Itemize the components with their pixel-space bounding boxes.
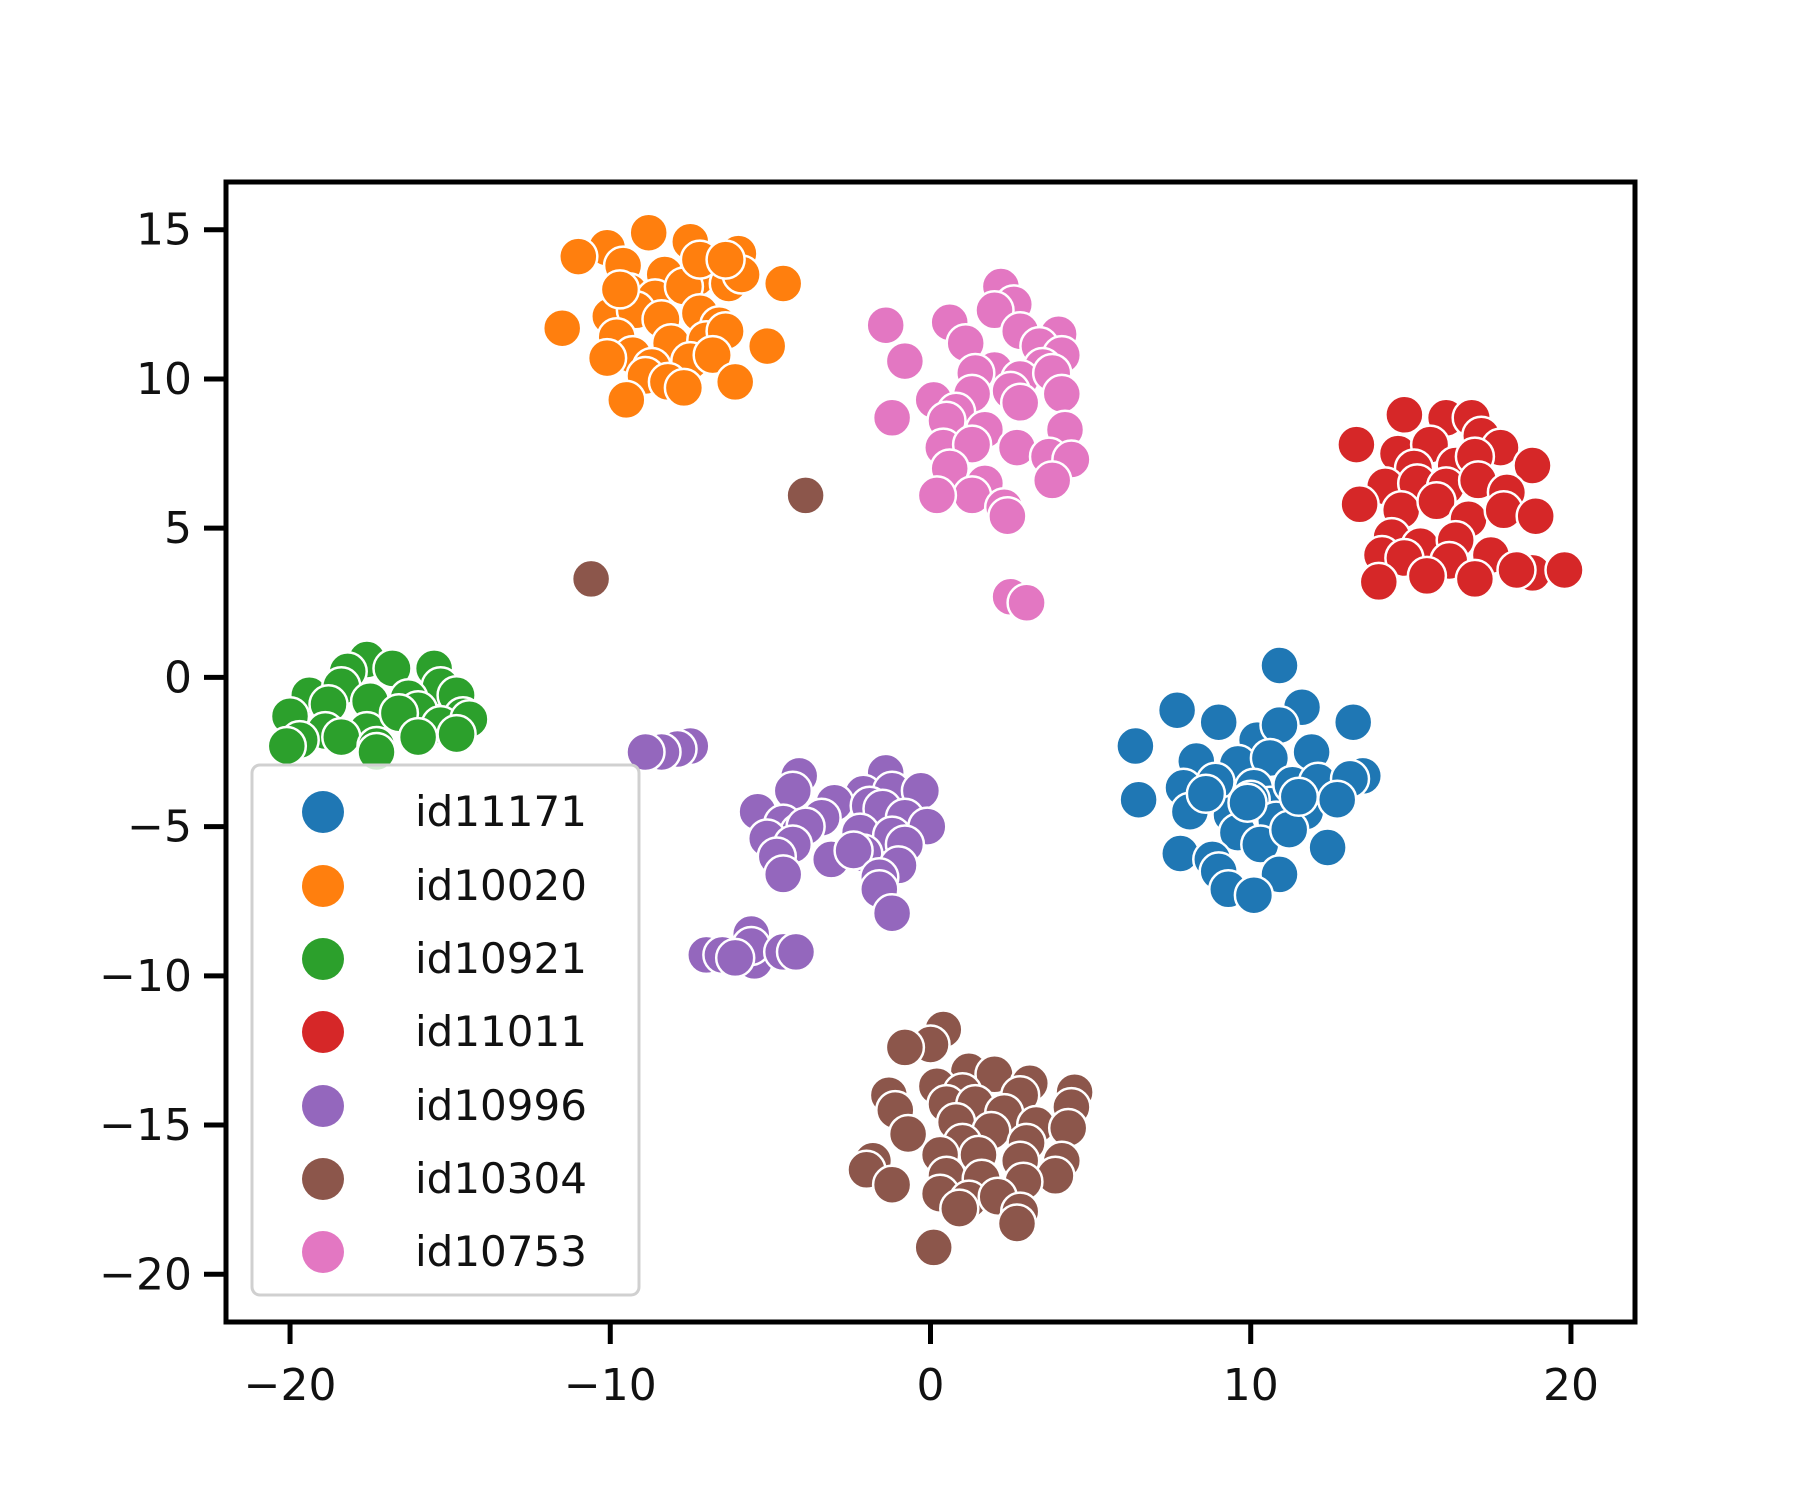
x-tick-label-3: 10	[1223, 1360, 1279, 1411]
point-id10753-22	[871, 397, 913, 439]
legend: id11171 id10020 id10921 id11011 id10996 …	[250, 763, 641, 1297]
x-tick-label-0: −20	[244, 1360, 337, 1411]
point-id10020-28	[692, 334, 733, 376]
y-tick-label-3: 0	[164, 652, 192, 703]
y-tick-label-5: −10	[99, 951, 192, 1002]
x-tick-label-1: −10	[564, 1360, 657, 1411]
point-id11011-0	[1384, 394, 1425, 436]
y-tick-label-4: −5	[127, 802, 192, 853]
point-id10304-34	[871, 1164, 913, 1205]
point-id11171-30	[1307, 827, 1348, 868]
point-id10020-33	[606, 379, 647, 421]
point-id10304-42	[913, 1227, 954, 1268]
y-tick-label-1: 10	[136, 354, 192, 405]
point-id11171-39	[1278, 776, 1320, 818]
point-id10020-19	[541, 307, 583, 349]
point-id10753-4	[865, 304, 906, 346]
point-id11011-34	[1454, 558, 1496, 600]
legend-marker-id10996	[302, 1085, 344, 1127]
point-id10304-1	[570, 558, 612, 600]
point-id10304-22	[887, 1113, 929, 1155]
point-id10996-28	[833, 830, 874, 871]
x-tick-label-4: 20	[1543, 1360, 1599, 1411]
point-id11011-17	[1339, 484, 1380, 525]
point-id10753-10	[884, 340, 926, 382]
point-id11171-0	[1259, 645, 1300, 686]
point-id11171-26	[1316, 779, 1358, 820]
x-tick-label-2: 0	[917, 1360, 945, 1411]
point-id10020-5	[558, 236, 599, 277]
y-tick-label-2: 5	[164, 503, 192, 554]
legend-marker-id10921	[302, 938, 344, 980]
point-id10020-32	[714, 361, 756, 403]
legend-marker-id10753	[302, 1231, 344, 1273]
legend-label-id10921: id10921	[415, 934, 587, 983]
axis-ticks: −20 −10 0 10 20 15 10 5 0 −5 −10 −15 −20	[99, 205, 1599, 1411]
point-id10996-40	[775, 931, 817, 973]
point-id10020-29	[586, 337, 628, 379]
legend-label-id11171: id11171	[415, 787, 587, 836]
legend-label-id11011: id11011	[415, 1007, 587, 1056]
point-id10753-17	[1041, 373, 1083, 415]
point-id11011-3	[1336, 424, 1377, 465]
point-id10921-22	[397, 716, 439, 758]
point-id11171-20	[1118, 779, 1159, 820]
point-id10753-32	[1031, 460, 1073, 501]
point-id11011-31	[1544, 549, 1585, 591]
point-id11171-7	[1115, 725, 1156, 767]
point-id11011-33	[1406, 555, 1448, 597]
y-tick-label-6: −15	[99, 1100, 192, 1151]
point-id10020-34	[663, 367, 705, 409]
point-id11171-36	[1233, 874, 1275, 916]
point-id10753-35	[916, 475, 958, 516]
point-id10304-41	[996, 1203, 1038, 1244]
point-id10996-3	[625, 731, 666, 773]
point-id10753-39	[1006, 582, 1047, 624]
point-id10753-20	[999, 382, 1041, 424]
legend-marker-id11011	[302, 1011, 344, 1053]
legend-marker-id11171	[302, 791, 344, 833]
data-points	[266, 212, 1585, 1268]
y-tick-label-0: 15	[136, 205, 192, 256]
point-id11011-11	[1512, 445, 1553, 486]
point-id11011-22	[1515, 495, 1556, 537]
legend-label-id10753: id10753	[415, 1227, 587, 1276]
point-id10304-38	[939, 1188, 980, 1229]
legend-box	[250, 763, 641, 1297]
point-id10020-35	[599, 269, 641, 310]
point-id10020-37	[705, 239, 746, 280]
point-id10921-24	[266, 725, 308, 767]
point-id10996-41	[714, 937, 756, 979]
point-id11011-19	[1416, 481, 1457, 522]
point-id11171-4	[1198, 701, 1239, 743]
legend-marker-id10020	[302, 865, 344, 907]
point-id10996-30	[762, 854, 804, 895]
point-id10020-24	[746, 325, 788, 367]
legend-marker-id10304	[302, 1158, 344, 1200]
legend-label-id10020: id10020	[415, 861, 587, 910]
point-id10921-20	[321, 716, 362, 758]
point-id10996-33	[871, 892, 913, 934]
point-id10753-37	[987, 495, 1028, 537]
legend-label-id10996: id10996	[415, 1081, 587, 1130]
point-id11171-37	[1227, 782, 1268, 823]
point-id10304-0	[785, 475, 826, 516]
point-id10304-21	[1047, 1107, 1089, 1149]
point-id11171-38	[1185, 773, 1227, 815]
legend-label-id10304: id10304	[415, 1154, 587, 1203]
point-id10304-4	[884, 1027, 926, 1068]
point-id11011-32	[1358, 561, 1400, 603]
point-id11011-35	[1496, 549, 1537, 591]
point-id10921-23	[436, 713, 477, 755]
point-id10020-0	[628, 212, 669, 253]
point-id11171-3	[1156, 689, 1198, 731]
point-id11171-2	[1332, 701, 1374, 743]
point-id10020-10	[762, 263, 804, 304]
y-tick-label-7: −20	[99, 1249, 192, 1300]
plot-frame	[223, 179, 1638, 1325]
